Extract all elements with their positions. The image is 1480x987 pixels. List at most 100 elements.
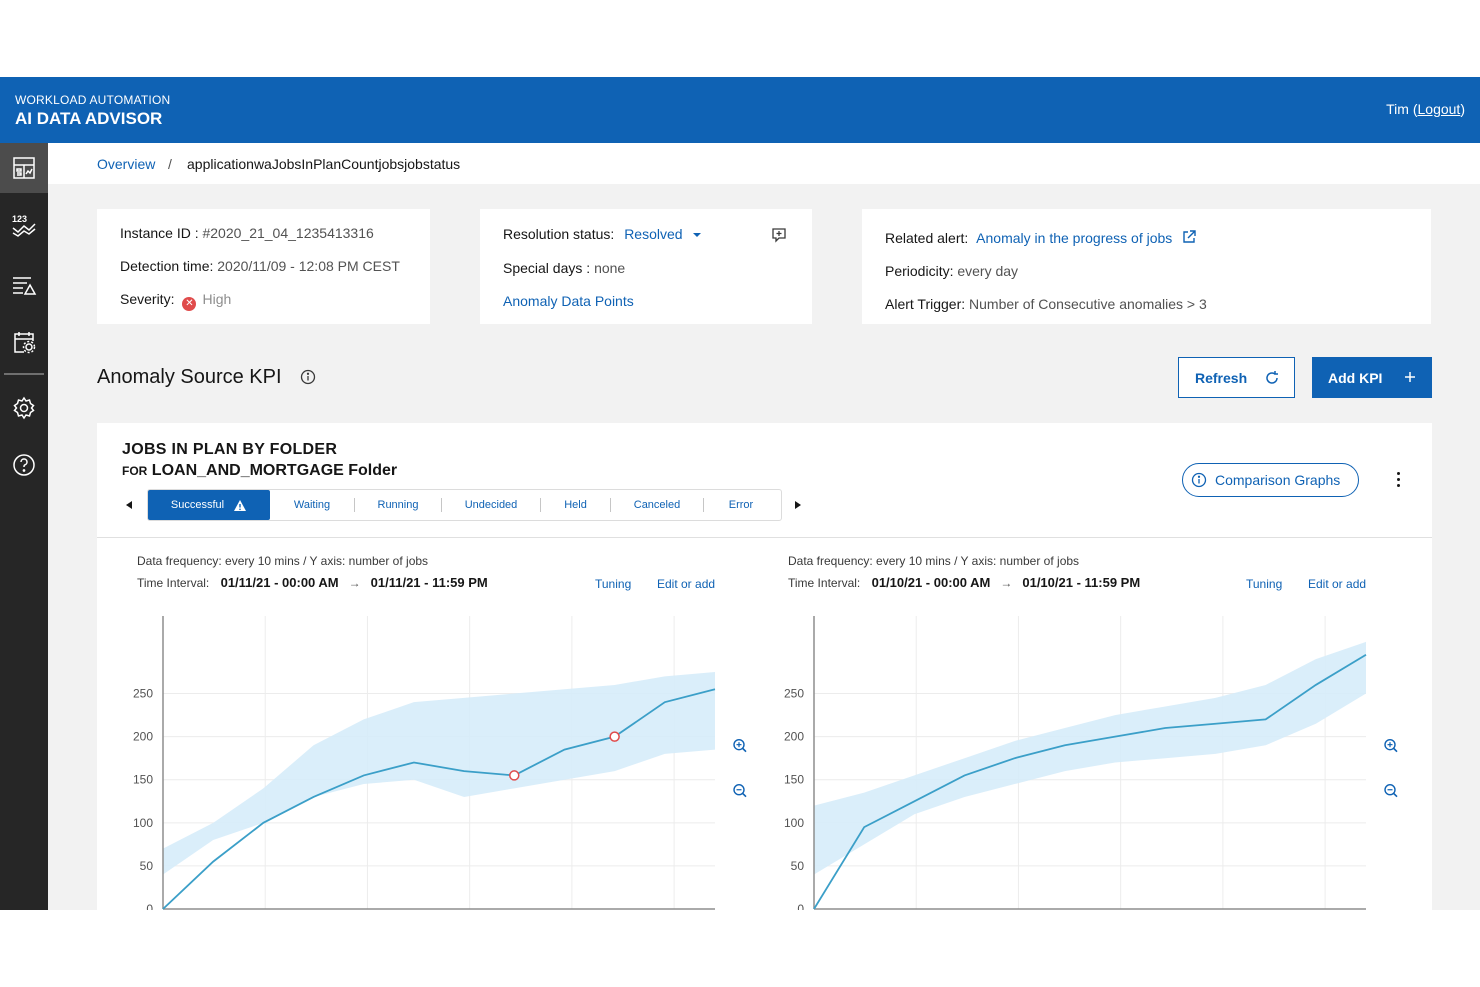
chart2-y-tick-label: 100 — [784, 816, 804, 830]
chart1-interval-label: Time Interval: — [137, 576, 210, 590]
severity-value: High — [202, 291, 232, 307]
chart2-y-tick-label: 150 — [784, 773, 804, 787]
chart1-from: 01/11/21 - 00:00 AM — [220, 575, 339, 590]
chart1-y-tick-label: 200 — [133, 730, 153, 744]
resolution-status-dropdown[interactable]: Resolved — [624, 226, 702, 242]
nav-help[interactable] — [0, 440, 48, 490]
tab-waiting[interactable]: Waiting — [270, 490, 354, 520]
resolution-status-row: Resolution status: Resolved — [503, 226, 702, 242]
nav-metrics[interactable]: 123 — [0, 200, 48, 250]
product-subtitle: WORKLOAD AUTOMATION — [15, 93, 171, 107]
panel-subtitle: FOR LOAN_AND_MORTGAGE Folder — [122, 462, 397, 480]
chart2-from: 01/10/21 - 00:00 AM — [871, 575, 991, 590]
chart1-edit-link[interactable]: Edit or add — [657, 577, 716, 591]
nav-dashboard[interactable] — [0, 143, 48, 193]
tab-canceled[interactable]: Canceled — [611, 490, 703, 520]
chart1-anomaly-point[interactable] — [509, 770, 520, 781]
special-days-row: Special days : none — [503, 260, 625, 276]
tab-undecided[interactable]: Undecided — [442, 490, 540, 520]
chart2-edit-link[interactable]: Edit or add — [1308, 577, 1367, 591]
tab-divider — [441, 498, 442, 512]
alert-list-icon — [13, 277, 37, 295]
tab-label: Held — [564, 499, 587, 511]
chart1-expected-band — [163, 672, 715, 875]
add-kpi-label: Add KPI — [1328, 369, 1383, 386]
overflow-menu-icon[interactable] — [1395, 472, 1401, 490]
tab-running[interactable]: Running — [355, 490, 441, 520]
plus-icon — [1405, 372, 1415, 382]
kpi-panel: JOBS IN PLAN BY FOLDER FOR LOAN_AND_MORT… — [97, 423, 1432, 910]
zoom-out-icon[interactable] — [733, 784, 747, 798]
instance-id-label: Instance ID : — [120, 225, 199, 241]
chart1-y-tick-label: 0 — [146, 902, 153, 910]
app-frame: WORKLOAD AUTOMATION AI DATA ADVISOR Tim … — [0, 77, 1480, 910]
tabs-next-icon[interactable] — [795, 501, 801, 509]
chart2-expected-band — [814, 641, 1366, 875]
breadcrumb-current: applicationwaJobsInPlanCountjobsjobstatu… — [187, 156, 461, 172]
refresh-icon — [1266, 371, 1278, 384]
tab-held[interactable]: Held — [541, 490, 610, 520]
alert-trigger-row: Alert Trigger: Number of Consecutive ano… — [885, 296, 1207, 312]
comparison-graphs-label: Comparison Graphs — [1215, 472, 1341, 488]
special-days-value: none — [594, 260, 626, 276]
user-name: Tim — [1386, 101, 1409, 117]
breadcrumb-overview-link[interactable]: Overview — [97, 156, 156, 172]
chart2-interval-label: Time Interval: — [788, 576, 861, 590]
nav-settings[interactable] — [0, 383, 48, 433]
comparison-graphs-button[interactable]: Comparison Graphs — [1182, 463, 1359, 497]
nav-calendar[interactable] — [0, 317, 48, 367]
chart2-frequency: Data frequency: every 10 mins / Y axis: … — [788, 554, 1080, 568]
chart2-y-tick-label: 200 — [784, 730, 804, 744]
gear-icon — [13, 396, 35, 420]
alert-trigger-value: Number of Consecutive anomalies > 3 — [969, 296, 1207, 312]
anomaly-data-points-link[interactable]: Anomaly Data Points — [503, 293, 634, 309]
launch-icon[interactable] — [1182, 230, 1196, 244]
tabs-prev-icon[interactable] — [126, 501, 132, 509]
related-alert-label: Related alert: — [885, 230, 969, 246]
instance-card: Instance ID : #2020_21_04_1235413316 Det… — [97, 209, 430, 324]
zoom-in-icon[interactable] — [1384, 738, 1398, 753]
chart2: 0 50 100 150 200 250 — [784, 616, 1398, 910]
chart1-to: 01/11/21 - 11:59 PM — [370, 575, 488, 590]
tab-divider — [540, 498, 541, 512]
chart2-tuning-link[interactable]: Tuning — [1246, 577, 1283, 591]
chart1-y-tick-label: 250 — [133, 687, 153, 701]
chart1-frequency: Data frequency: every 10 mins / Y axis: … — [137, 554, 429, 568]
caret-down-icon — [693, 233, 702, 237]
chart2-to: 01/10/21 - 11:59 PM — [1022, 575, 1141, 590]
nav-alerts[interactable] — [0, 260, 48, 310]
refresh-button[interactable]: Refresh — [1178, 357, 1295, 398]
chart1-anomaly-point[interactable] — [609, 731, 620, 742]
chart1-y-tick-label: 100 — [133, 816, 153, 830]
svg-text:123: 123 — [12, 214, 27, 224]
detection-time-value: 2020/11/09 - 12:08 PM CEST — [217, 258, 400, 274]
tab-label: Canceled — [633, 499, 681, 511]
chart1-interval: Time Interval: 01/11/21 - 00:00 AM → 01/11… — [137, 575, 488, 590]
tab-label: Running — [377, 499, 419, 511]
periodicity-label: Periodicity: — [885, 263, 954, 279]
tab-divider — [610, 498, 611, 512]
chart1-y-tick-label: 150 — [133, 773, 153, 787]
tab-error[interactable]: Error — [704, 490, 778, 520]
chart2-y-tick-label: 0 — [797, 902, 804, 910]
comment-icon[interactable] — [771, 227, 787, 243]
chart1: 0 50 100 150 200 250 — [133, 616, 747, 910]
metric-trend-icon: 123 — [12, 214, 36, 237]
add-kpi-button[interactable]: Add KPI — [1312, 357, 1432, 398]
chart2-interval: Time Interval: 01/10/21 - 00:00 AM → 01/10… — [788, 575, 1140, 590]
panel-title: JOBS IN PLAN BY FOLDER — [122, 441, 338, 458]
tab-label: Undecided — [464, 499, 518, 511]
dashboard-icon — [13, 157, 35, 179]
tab-successful[interactable]: Successful — [148, 490, 270, 520]
breadcrumb-separator: / — [168, 156, 172, 172]
resolution-card: Resolution status: Resolved Special days… — [480, 209, 812, 324]
tab-label: Error — [728, 499, 754, 511]
chart1-tuning-link[interactable]: Tuning — [595, 577, 632, 591]
zoom-in-icon[interactable] — [733, 738, 747, 753]
related-alert-link[interactable]: Anomaly in the progress of jobs — [976, 230, 1173, 246]
zoom-out-icon[interactable] — [1384, 784, 1398, 798]
refresh-label: Refresh — [1195, 369, 1248, 386]
info-icon[interactable] — [300, 369, 316, 385]
help-icon — [13, 454, 35, 476]
logout-link[interactable]: Logout — [1417, 101, 1461, 117]
